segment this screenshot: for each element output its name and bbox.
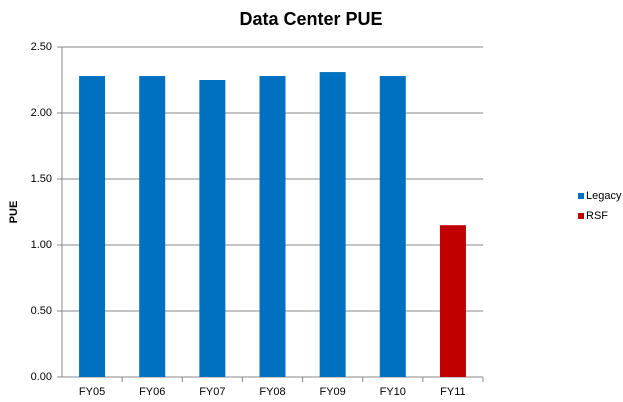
y-tick-label: 2.00 [31, 107, 52, 119]
x-tick-label: FY09 [319, 386, 345, 398]
legend-label: Legacy [586, 190, 622, 202]
y-tick-label: 2.50 [31, 41, 52, 53]
x-tick-label: FY05 [79, 386, 105, 398]
bar [319, 72, 346, 377]
legend-label: RSF [586, 210, 608, 222]
x-tick-label: FY11 [440, 386, 465, 398]
chart-title: Data Center PUE [239, 9, 382, 29]
y-tick-label: 1.00 [31, 239, 52, 251]
y-tick-label: 1.50 [31, 173, 52, 185]
x-tick-label: FY08 [259, 386, 285, 398]
bar [199, 80, 226, 377]
bar [79, 76, 106, 377]
y-tick-label: 0.00 [31, 371, 52, 383]
y-tick-label: 0.50 [31, 305, 52, 317]
x-tick-label: FY10 [380, 386, 406, 398]
bar [379, 76, 406, 377]
x-tick-label: FY06 [139, 386, 165, 398]
bar [139, 76, 166, 377]
legend-swatch [578, 193, 584, 199]
x-tick-label: FY07 [199, 386, 225, 398]
bar [259, 76, 286, 377]
y-axis-title: PUE [8, 201, 20, 224]
legend-swatch [578, 213, 584, 219]
bar [439, 225, 466, 377]
